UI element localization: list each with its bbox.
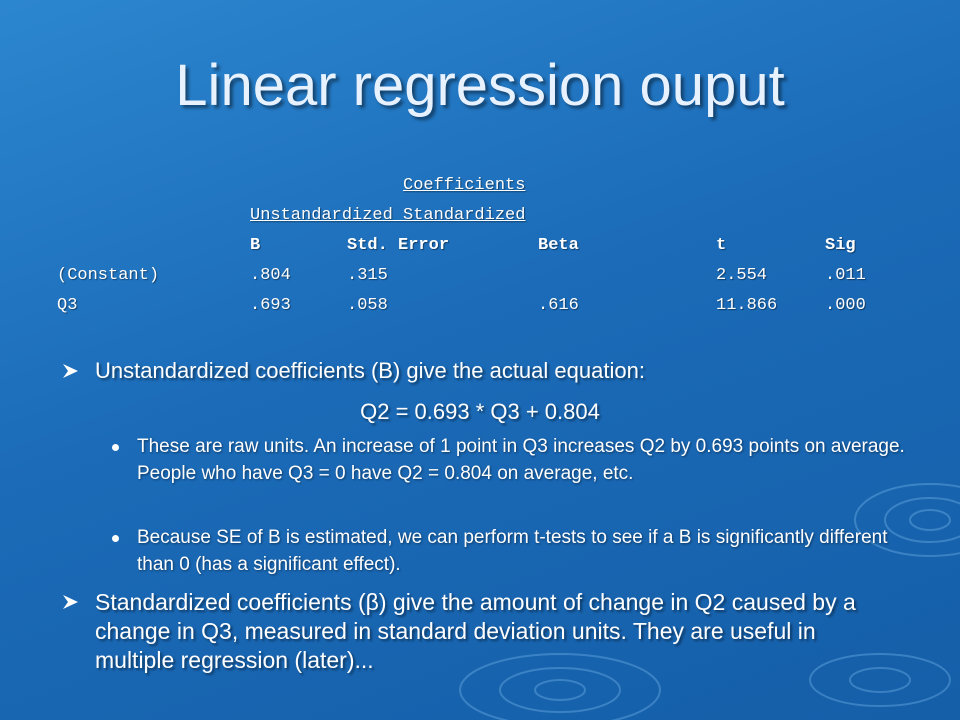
row-label: Q3 [57,296,78,315]
sub-bullet-dot [112,535,119,542]
bullet-text: Unstandardized coefficients (B) give the… [95,358,645,383]
bullet-arrow [63,364,78,378]
cell: 11.866 [716,296,778,315]
cell: .000 [825,296,866,315]
cell: .616 [538,296,579,315]
column-header: Beta [538,236,579,255]
table-group-header: Unstandardized Standardized [250,206,526,225]
cell: .693 [250,296,291,315]
sub-bullet-dot [112,444,119,451]
equation: Q2 = 0.693 * Q3 + 0.804 [360,399,600,424]
table-caption: Coefficients [403,176,526,195]
row-label: (Constant) [57,266,160,285]
column-header: Sig [825,236,856,255]
sub-bullet-text: Because SE of B is estimated, we can per… [137,527,888,575]
cell: .011 [825,266,866,285]
column-header: B [250,236,261,255]
column-header: t [716,236,727,255]
column-header: Std. Error [347,236,450,255]
cell: 2.554 [716,266,768,285]
slide-title: Linear regression ouput [175,53,785,118]
bullet-text: Standardized coefficients (β) give the a… [95,589,856,673]
sub-bullet-text: These are raw units. An increase of 1 po… [137,436,905,484]
cell: .058 [347,296,388,315]
bullet-arrow [63,595,78,609]
cell: .804 [250,266,291,285]
cell: .315 [347,266,388,285]
